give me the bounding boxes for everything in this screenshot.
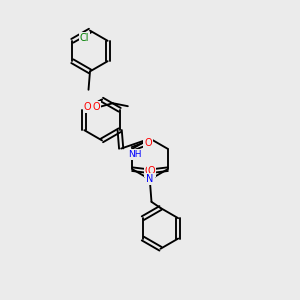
- Text: O: O: [148, 166, 155, 176]
- Text: N: N: [146, 174, 154, 184]
- Text: Ethoxy: Ethoxy: [90, 91, 109, 96]
- Text: O: O: [92, 102, 100, 112]
- Text: O: O: [145, 166, 152, 176]
- Text: O: O: [84, 102, 92, 112]
- Text: O: O: [144, 138, 152, 148]
- Text: NH: NH: [129, 150, 142, 159]
- Text: Cl: Cl: [80, 33, 89, 43]
